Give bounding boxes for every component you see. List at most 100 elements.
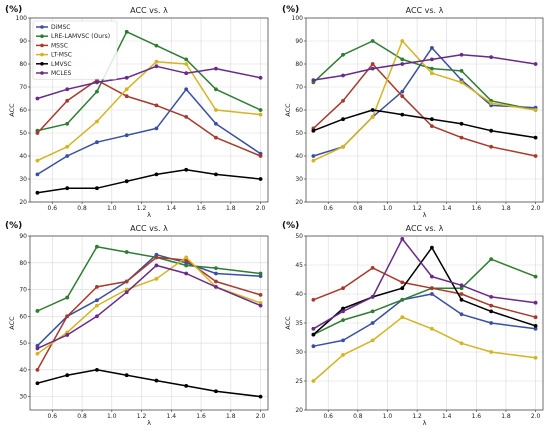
panel-tag: (%)	[5, 5, 22, 15]
data-point	[430, 286, 434, 291]
data-point	[489, 257, 494, 262]
legend-marker	[40, 52, 44, 57]
data-point	[459, 80, 464, 85]
data-point	[65, 295, 70, 300]
chart-panel-3: (%) ACC vs. λ 30 40 50 60 70 80 90 0.6 0.8 1.0 1.2 1.…	[5, 221, 269, 427]
x-tick-label: 1.8	[226, 205, 236, 212]
x-tick-label: 1.6	[196, 205, 206, 212]
y-tick-label: 20	[19, 199, 27, 206]
x-tick-label: 0.8	[353, 413, 363, 420]
y-tick-label: 40	[19, 153, 27, 160]
series-line-lmvsc	[312, 246, 536, 336]
data-point	[184, 71, 189, 76]
data-point	[258, 271, 263, 276]
series-line-mcles	[313, 238, 536, 330]
data-point	[65, 186, 70, 191]
data-point	[258, 75, 263, 80]
data-point	[489, 309, 494, 314]
data-point	[124, 133, 129, 138]
data-point	[124, 29, 129, 34]
plot-frame	[305, 17, 544, 203]
data-point	[370, 66, 375, 71]
data-point	[184, 57, 189, 62]
data-point	[459, 121, 464, 126]
data-point	[258, 303, 263, 308]
series-line-lre-lamvsc-ours	[313, 258, 536, 336]
chart-panel-2: (%) ACC vs. λ 20 30 40 50 60 70 80 90 100 0.6 0.8 1.0…	[282, 5, 544, 219]
data-point	[95, 80, 99, 85]
data-point	[341, 52, 345, 57]
x-tick-label: 1.0	[383, 413, 393, 420]
y-tick-label: 40	[295, 153, 303, 160]
x-axis-label: λ	[147, 419, 151, 427]
data-point	[95, 284, 99, 289]
series-line-lre-lamvsc-ours	[37, 245, 261, 312]
data-point	[400, 62, 405, 66]
legend-entry: LMVSC	[51, 61, 72, 68]
x-tick-label: 1.2	[137, 205, 147, 212]
series-line-lre-lamvsc-ours	[37, 31, 261, 132]
legend-marker	[40, 34, 44, 38]
y-tick-label: 30	[19, 394, 27, 401]
data-point	[65, 154, 70, 158]
data-point	[214, 172, 218, 177]
data-point	[35, 351, 40, 356]
legend-marker	[40, 71, 44, 75]
data-point	[459, 341, 464, 346]
data-point	[370, 39, 375, 43]
chart-title: ACC vs. λ	[406, 6, 444, 15]
x-axis-label: λ	[423, 211, 427, 219]
data-point	[258, 177, 263, 181]
y-tick-label: 90	[295, 38, 303, 45]
y-axis-label: ACC	[8, 103, 16, 117]
x-tick-label: 1.4	[167, 413, 177, 420]
data-point	[400, 94, 405, 99]
data-point	[154, 378, 159, 383]
data-point	[489, 303, 494, 308]
data-point	[489, 128, 494, 133]
y-tick-label: 50	[295, 233, 303, 240]
series-line-mssc	[36, 256, 261, 371]
x-tick-label: 0.8	[77, 413, 87, 420]
y-tick-label: 70	[19, 287, 27, 294]
data-point	[533, 62, 538, 66]
data-point	[214, 284, 218, 289]
y-tick-label: 30	[19, 176, 27, 183]
y-tick-label: 40	[295, 291, 303, 298]
data-point	[370, 309, 375, 314]
panel-tag: (%)	[282, 5, 299, 15]
x-tick-label: 2.0	[256, 205, 266, 212]
data-point	[154, 103, 159, 108]
data-point	[311, 332, 316, 337]
chart-title: ACC vs. λ	[130, 224, 168, 233]
data-point	[124, 290, 129, 295]
y-tick-label: 30	[295, 176, 303, 183]
data-point	[124, 179, 129, 184]
data-point	[214, 66, 218, 71]
panel-tag: (%)	[282, 221, 299, 231]
x-tick-label: 1.2	[412, 413, 422, 420]
data-point	[400, 286, 405, 291]
x-tick-label: 0.8	[353, 205, 363, 212]
data-point	[35, 96, 40, 101]
y-axis-label: ACC	[284, 316, 292, 330]
data-point	[35, 343, 40, 348]
data-point	[65, 373, 70, 378]
data-point	[370, 108, 375, 112]
series-line-lt-msc	[37, 60, 261, 162]
y-tick-label: 60	[295, 107, 303, 114]
data-point	[459, 283, 464, 288]
data-point	[258, 274, 263, 279]
data-point	[400, 89, 405, 94]
chart-panel-1: (%) ACC vs. λ 20 30 40 50 60 70 80 90 100 0.6 0.8 1.0…	[5, 5, 269, 219]
data-point	[489, 101, 494, 105]
data-point	[95, 89, 99, 94]
data-point	[459, 292, 464, 296]
y-tick-label: 50	[19, 340, 27, 347]
data-point	[430, 57, 434, 62]
data-point	[35, 381, 40, 386]
series-line-lmvsc	[37, 169, 261, 194]
data-point	[95, 367, 99, 372]
data-point	[430, 124, 434, 128]
legend-marker	[40, 25, 44, 29]
